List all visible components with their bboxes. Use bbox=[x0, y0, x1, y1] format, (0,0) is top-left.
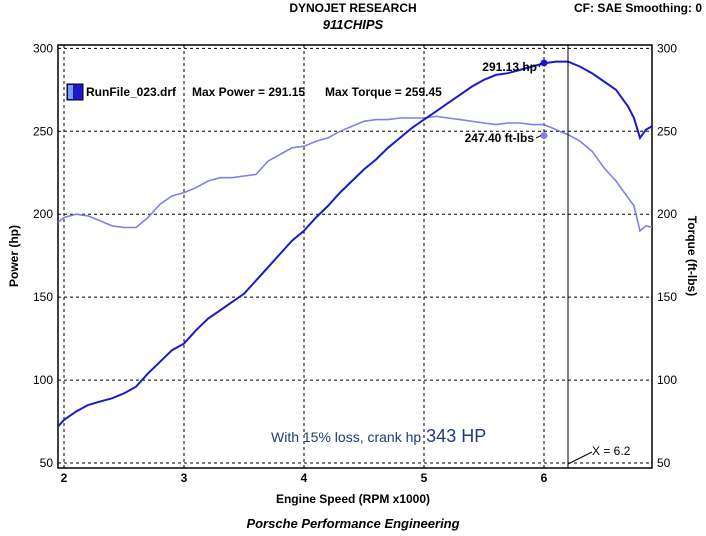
x-tick-label: 2 bbox=[61, 471, 68, 485]
x-tick-label: 6 bbox=[541, 471, 548, 485]
y-tick-label-right: 200 bbox=[657, 207, 677, 221]
loss-annotation-text: With 15% loss, crank hp bbox=[271, 429, 421, 445]
x-axis-label: Engine Speed (RPM x1000) bbox=[276, 492, 430, 506]
y-axis-label-right: Torque (ft-lbs) bbox=[685, 216, 699, 296]
chart-subtitle: 911CHIPS bbox=[323, 17, 384, 32]
y-tick-label-left: 300 bbox=[33, 41, 53, 55]
y-tick-label-left: 250 bbox=[33, 124, 53, 138]
legend-max-torque: Max Torque = 259.45 bbox=[325, 85, 442, 99]
y-tick-label-left: 150 bbox=[33, 290, 53, 304]
power-marker bbox=[540, 59, 548, 67]
chart-settings: CF: SAE Smoothing: 0 bbox=[574, 1, 702, 15]
y-tick-label-right: 100 bbox=[657, 373, 677, 387]
grid-lines bbox=[58, 45, 652, 468]
y-tick-label-right: 300 bbox=[657, 41, 677, 55]
y-tick-label-right: 150 bbox=[657, 290, 677, 304]
power-marker-leader bbox=[538, 62, 542, 68]
cursor-pointer-line bbox=[567, 451, 593, 465]
plot-area bbox=[57, 44, 653, 469]
tick-labels: 2 3 4 5 6 50 50 100 100 150 150 200 200 250 250 300 300 bbox=[33, 41, 677, 485]
y-tick-label-right: 250 bbox=[657, 124, 677, 138]
x-tick-label: 3 bbox=[181, 471, 188, 485]
torque-marker bbox=[540, 132, 548, 140]
series-line-torque bbox=[57, 115, 653, 233]
x-tick-label: 4 bbox=[301, 471, 308, 485]
legend-swatch-highlight bbox=[68, 85, 73, 99]
legend-run-file: RunFile_023.drf bbox=[86, 85, 177, 99]
loss-annotation: With 15% loss, crank hp 343 HP bbox=[271, 426, 486, 446]
y-axis-label-left: Power (hp) bbox=[7, 225, 21, 287]
cursor-readout: X = 6.2 bbox=[592, 444, 631, 458]
x-tick-label: 5 bbox=[421, 471, 428, 485]
footer-credit: Porsche Performance Engineering bbox=[246, 516, 459, 531]
y-tick-label-left: 50 bbox=[40, 456, 54, 470]
legend-max-power: Max Power = 291.15 bbox=[192, 85, 305, 99]
loss-annotation-value: 343 HP bbox=[426, 426, 486, 446]
y-tick-label-left: 200 bbox=[33, 207, 53, 221]
torque-marker-label: 247.40 ft-lbs bbox=[465, 131, 535, 145]
y-tick-label-left: 100 bbox=[33, 373, 53, 387]
torque-marker-leader bbox=[535, 135, 542, 139]
chart-title: DYNOJET RESEARCH bbox=[289, 1, 416, 15]
series-line-power bbox=[57, 60, 653, 428]
legend: RunFile_023.drf Max Power = 291.15 Max T… bbox=[66, 83, 442, 101]
y-tick-label-right: 50 bbox=[657, 456, 671, 470]
power-marker-label: 291.13 hp bbox=[482, 60, 537, 74]
